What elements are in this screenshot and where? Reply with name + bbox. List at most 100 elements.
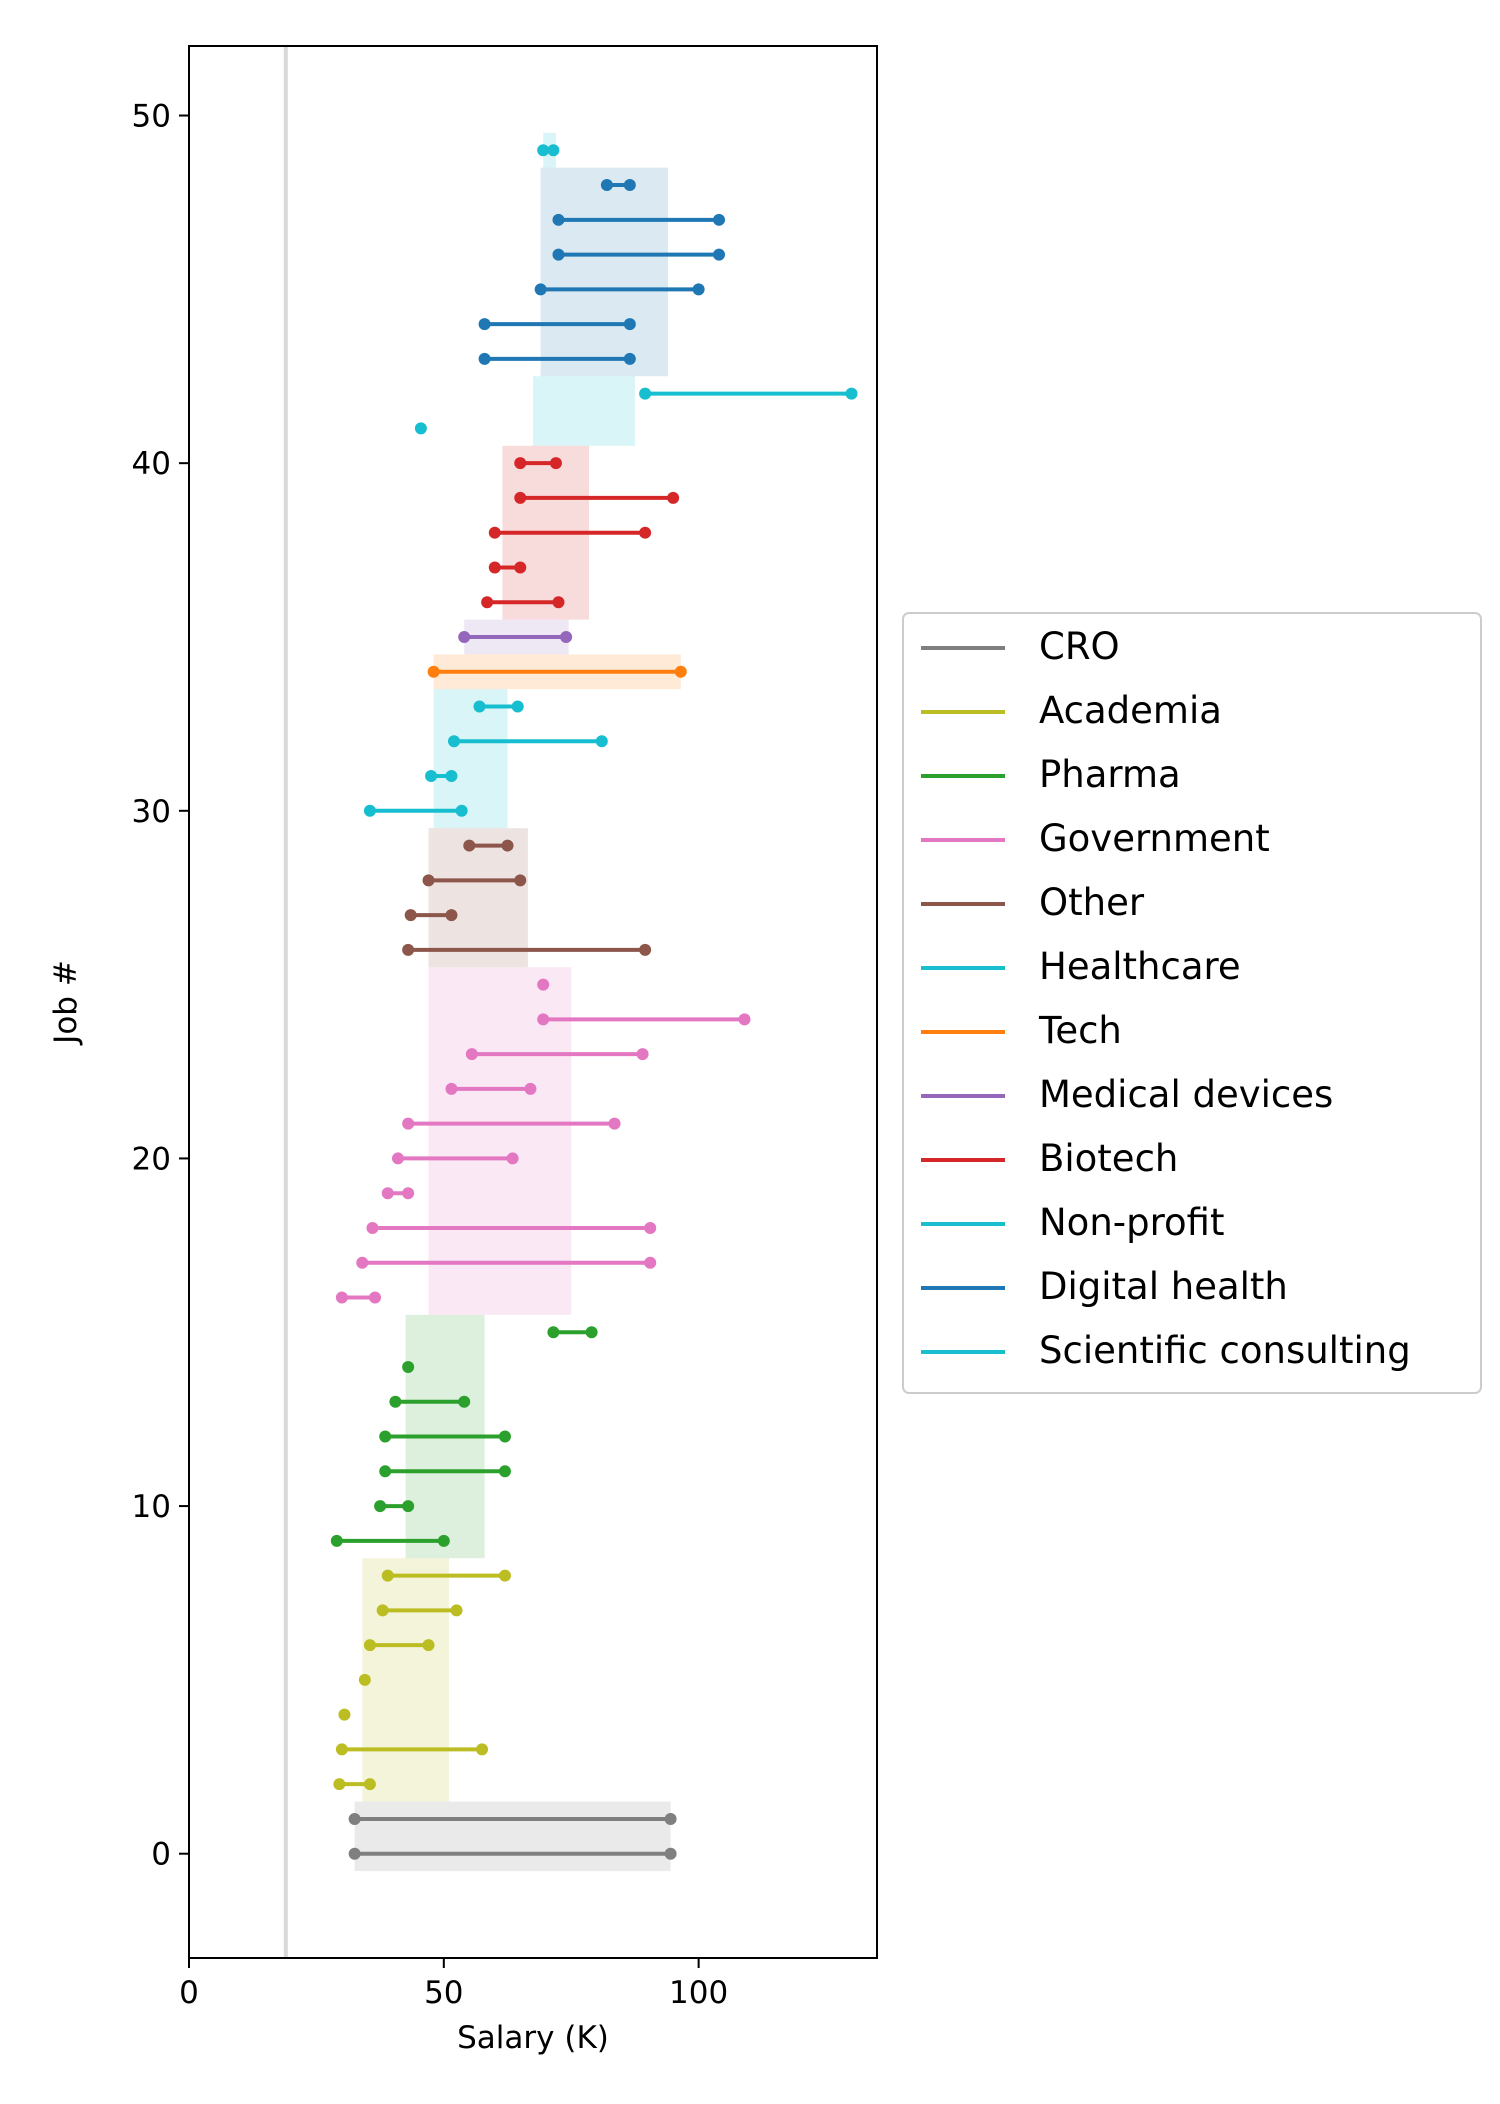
legend: CRO Academia Pharma Government Other Healthca…: [902, 612, 1482, 1394]
job-point: [402, 1117, 415, 1130]
job-point: [389, 1395, 402, 1408]
x-tick-label: 50: [424, 1975, 463, 2011]
job-point: [356, 1256, 369, 1269]
job-point: [498, 1465, 511, 1478]
job-point: [363, 1639, 376, 1652]
job-point: [514, 561, 527, 574]
job-point: [514, 491, 527, 504]
job-point: [644, 1221, 657, 1234]
band-academia: [362, 1558, 449, 1802]
job-point: [511, 700, 524, 713]
job-point: [369, 1291, 382, 1304]
job-point: [402, 1187, 415, 1200]
job-point: [478, 318, 491, 331]
job-point: [427, 665, 440, 678]
job-point: [376, 1604, 389, 1617]
legend-label-medical-devices: Medical devices: [1039, 1073, 1333, 1116]
job-point: [738, 1013, 751, 1026]
job-ranges: [330, 144, 858, 1860]
job-point: [674, 665, 687, 678]
job-point: [478, 352, 491, 365]
job-point: [623, 352, 636, 365]
job-point: [514, 457, 527, 470]
job-point: [501, 839, 514, 852]
job-point: [481, 596, 494, 609]
job-point: [524, 1082, 537, 1095]
job-point: [552, 596, 565, 609]
job-point: [488, 561, 501, 574]
legend-label-tech: Tech: [1038, 1009, 1122, 1052]
band-healthcare: [433, 689, 508, 829]
job-point: [506, 1152, 519, 1165]
job-point: [692, 283, 705, 296]
y-tick-label: 20: [132, 1141, 171, 1177]
job-point: [402, 1361, 415, 1374]
job-point: [458, 630, 471, 643]
band-other: [428, 828, 528, 968]
job-point: [358, 1673, 371, 1686]
job-point: [335, 1743, 348, 1756]
job-point: [333, 1778, 346, 1791]
job-point: [549, 457, 562, 470]
job-point: [664, 1812, 677, 1825]
job-point: [338, 1708, 351, 1721]
legend-label-scientific-consulting: Scientific consulting: [1039, 1329, 1411, 1372]
job-point: [639, 526, 652, 539]
job-point: [363, 1778, 376, 1791]
job-point: [639, 943, 652, 956]
job-point: [595, 735, 608, 748]
job-point: [422, 1639, 435, 1652]
job-point: [514, 874, 527, 887]
band-cro: [354, 1801, 671, 1872]
job-point: [537, 144, 550, 157]
y-tick-label: 50: [132, 99, 171, 135]
job-point: [713, 213, 726, 226]
legend-label-healthcare: Healthcare: [1039, 945, 1241, 988]
job-point: [585, 1326, 598, 1339]
job-point: [463, 839, 476, 852]
y-tick-label: 40: [132, 446, 171, 482]
job-point: [374, 1500, 387, 1513]
job-point: [552, 213, 565, 226]
job-point: [379, 1465, 392, 1478]
job-point: [560, 630, 573, 643]
job-point: [335, 1291, 348, 1304]
job-point: [537, 978, 550, 991]
job-point: [366, 1221, 379, 1234]
band-government: [428, 967, 572, 1315]
job-point: [845, 387, 858, 400]
y-tick-label: 0: [151, 1837, 171, 1873]
x-tick-label: 100: [669, 1975, 728, 2011]
job-point: [402, 943, 415, 956]
y-axis-ticks: 0 10 20 30 40 50: [132, 99, 189, 1873]
job-point: [639, 387, 652, 400]
job-point: [445, 909, 458, 922]
job-point: [381, 1569, 394, 1582]
job-point: [547, 1326, 560, 1339]
job-point: [422, 874, 435, 887]
job-point: [448, 735, 461, 748]
legend-label-other: Other: [1039, 881, 1145, 924]
job-point: [623, 318, 636, 331]
job-point: [623, 179, 636, 192]
job-point: [330, 1534, 343, 1547]
legend-label-pharma: Pharma: [1039, 753, 1181, 796]
legend-label-biotech: Biotech: [1039, 1137, 1178, 1180]
job-point: [425, 770, 438, 783]
y-axis-label: Job #: [48, 960, 84, 1046]
job-point: [450, 1604, 463, 1617]
job-point: [498, 1569, 511, 1582]
job-point: [608, 1117, 621, 1130]
band-digital-health: [540, 167, 669, 377]
legend-label-cro: CRO: [1039, 625, 1120, 668]
legend-label-non-profit: Non-profit: [1039, 1201, 1224, 1244]
legend-label-academia: Academia: [1039, 689, 1222, 732]
x-axis-label: Salary (K): [457, 2020, 609, 2056]
y-tick-label: 30: [132, 794, 171, 830]
job-point: [348, 1847, 361, 1860]
job-point: [713, 248, 726, 261]
job-point: [445, 1082, 458, 1095]
job-point: [391, 1152, 404, 1165]
job-point: [414, 422, 427, 435]
